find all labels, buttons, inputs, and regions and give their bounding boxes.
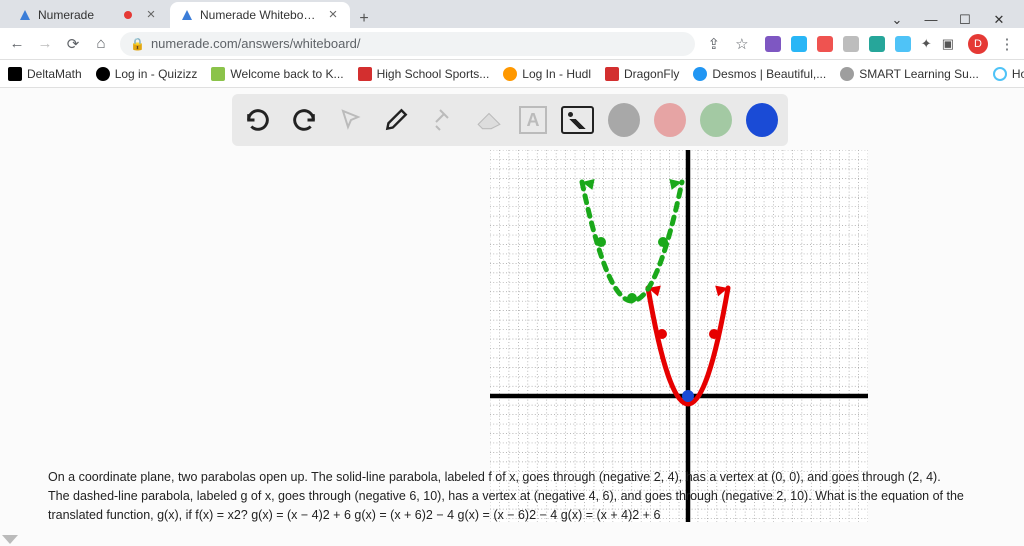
pointer-tool[interactable] [334,103,366,137]
tab-title: Numerade Whiteboard [200,8,320,22]
tab-numerade[interactable]: Numerade × [8,2,168,28]
search-tabs-icon[interactable]: ⌄ [888,12,906,28]
bookmark-maxpreps[interactable]: High School Sports... [358,67,490,81]
lock-icon: 🔒 [130,37,145,51]
question-text: On a coordinate plane, two parabolas ope… [48,468,964,524]
profile-avatar[interactable]: D [968,34,988,54]
bookmarks-bar: DeltaMath Log in - Quizizz Welcome back … [0,60,1024,88]
bookmark-desmos[interactable]: Desmos | Beautiful,... [693,67,826,81]
bookmark-quizizz[interactable]: Log in - Quizizz [96,67,198,81]
ext-icon[interactable] [765,36,781,52]
numerade-favicon [18,8,32,22]
redo-button[interactable] [288,103,320,137]
ext-icon[interactable] [843,36,859,52]
minimize-icon[interactable]: — [922,12,940,28]
home-button[interactable]: ⌂ [92,35,110,52]
puzzle-icon[interactable]: ✦ [921,36,932,52]
whiteboard-toolbar: A [232,94,788,146]
close-window-icon[interactable]: ✕ [990,12,1008,28]
url-input[interactable]: 🔒 numerade.com/answers/whiteboard/ [120,32,695,56]
ext-icon[interactable] [869,36,885,52]
image-tool[interactable] [561,106,593,134]
reload-button[interactable]: ⟳ [64,35,82,53]
color-blue[interactable] [746,103,778,137]
bookmark-hudl[interactable]: Log In - Hudl [503,67,591,81]
numerade-favicon [180,8,194,22]
page-content: A On a coordinate plane, two parabolas o… [0,88,1024,546]
color-green[interactable] [700,103,732,137]
tab-bar: Numerade × Numerade Whiteboard × + ⌄ — ☐… [0,0,1024,28]
bookmark-smart[interactable]: SMART Learning Su... [840,67,979,81]
bookmark-dragonfly[interactable]: DragonFly [605,67,679,81]
recording-indicator-icon [124,11,132,19]
tab-title: Numerade [38,8,124,22]
new-tab-button[interactable]: + [352,10,376,28]
share-button[interactable]: ⇪ [705,35,723,53]
ext-icon[interactable] [791,36,807,52]
close-icon[interactable]: × [326,8,340,22]
pen-tool[interactable] [380,103,412,137]
address-bar: ← → ⟳ ⌂ 🔒 numerade.com/answers/whiteboar… [0,28,1024,60]
text-tool[interactable]: A [519,106,548,134]
whiteboard-canvas[interactable] [490,150,868,522]
ext-icon[interactable] [895,36,911,52]
maximize-icon[interactable]: ☐ [956,12,974,28]
window-controls: ⌄ — ☐ ✕ [888,12,1016,28]
extensions: ✦ ▣ [761,36,958,52]
tab-whiteboard[interactable]: Numerade Whiteboard × [170,2,350,28]
browser-menu-icon[interactable]: ⋮ [998,35,1016,53]
url-text: numerade.com/answers/whiteboard/ [151,36,361,51]
bookmark-star-icon[interactable]: ☆ [733,35,751,53]
forward-button[interactable]: → [36,35,54,52]
ext-icon[interactable] [817,36,833,52]
scroll-indicator-icon [2,535,18,544]
undo-button[interactable] [242,103,274,137]
bookmark-deltamath[interactable]: DeltaMath [8,67,82,81]
bookmark-screenrec[interactable]: Home - Screen Rec... [993,67,1024,81]
reading-list-icon[interactable]: ▣ [942,36,954,52]
bookmark-khan[interactable]: Welcome back to K... [211,67,343,81]
tools-button[interactable] [426,103,458,137]
browser-window: Numerade × Numerade Whiteboard × + ⌄ — ☐… [0,0,1024,546]
back-button[interactable]: ← [8,35,26,52]
color-gray[interactable] [608,103,640,137]
color-pink[interactable] [654,103,686,137]
close-icon[interactable]: × [144,8,158,22]
eraser-tool[interactable] [473,103,505,137]
